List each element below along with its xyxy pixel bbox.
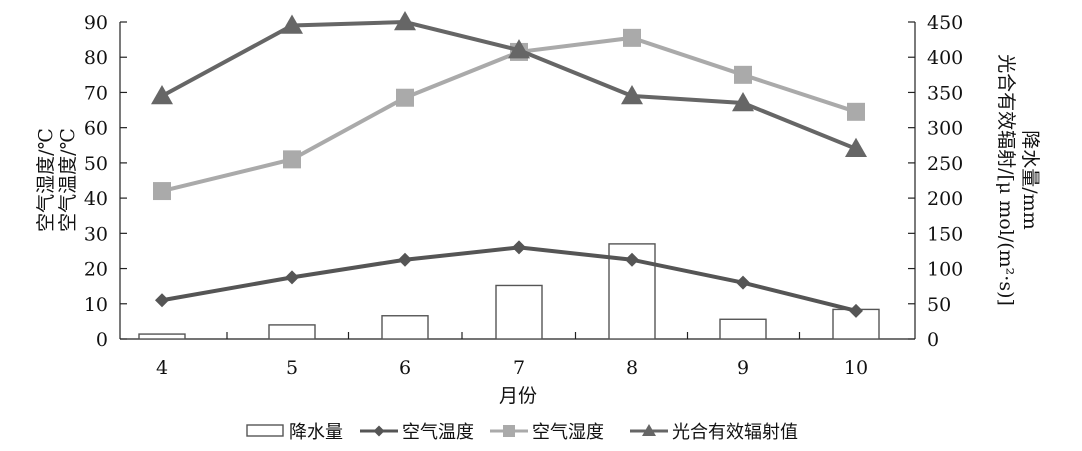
point-光合有效辐射值-6 — [394, 11, 416, 31]
legend-swatch-降水量 — [246, 424, 284, 437]
left-axis-title: 空气湿度/℃ — [35, 128, 57, 232]
point-光合有效辐射值-9 — [732, 92, 754, 112]
bar-降水量-5 — [268, 324, 316, 340]
point-空气湿度-4 — [153, 182, 171, 201]
legend-marker-光合有效辐射值 — [642, 424, 656, 436]
point-光合有效辐射值-7 — [508, 39, 530, 59]
bar-降水量-7 — [495, 284, 543, 340]
point-光合有效辐射值-4 — [151, 84, 173, 105]
point-空气温度-10 — [849, 303, 863, 318]
bar-降水量-6 — [381, 315, 429, 340]
right-tick-label: 250 — [927, 153, 963, 175]
x-tick-label: 7 — [513, 357, 525, 379]
legend-marker-空气湿度 — [503, 425, 515, 437]
x-tick-label: 6 — [399, 357, 411, 379]
left-axis-title: 空气温度/℃ — [57, 128, 79, 232]
x-tick-label: 5 — [286, 357, 298, 379]
right-tick-label: 350 — [927, 82, 963, 104]
left-tick-label: 0 — [96, 329, 108, 351]
left-tick-label: 20 — [84, 259, 108, 281]
point-空气湿度-9 — [734, 65, 752, 84]
point-空气温度-4 — [155, 293, 169, 308]
point-空气湿度-5 — [283, 150, 301, 169]
legend-label-空气温度: 空气温度 — [402, 422, 474, 443]
legend-label-空气湿度: 空气湿度 — [532, 422, 604, 443]
right-tick-label: 0 — [927, 329, 939, 351]
left-tick-label: 60 — [84, 118, 108, 140]
point-空气湿度-6 — [396, 88, 414, 107]
x-tick-label: 10 — [844, 357, 868, 379]
right-tick-label: 100 — [927, 259, 963, 281]
left-tick-label: 80 — [84, 47, 108, 69]
point-空气湿度-8 — [623, 28, 641, 47]
point-空气温度-9 — [736, 275, 750, 290]
line-光合有效辐射值 — [161, 19, 857, 151]
point-空气湿度-10 — [847, 102, 865, 121]
right-tick-label: 200 — [927, 188, 963, 210]
point-空气温度-7 — [512, 240, 526, 255]
x-tick-label: 4 — [156, 357, 168, 379]
right-tick-label: 400 — [927, 47, 963, 69]
right-tick-label: 150 — [927, 223, 963, 245]
bar-降水量-4 — [138, 333, 186, 340]
left-tick-label: 90 — [84, 12, 108, 34]
right-tick-label: 450 — [927, 12, 963, 34]
bar-降水量-9 — [719, 318, 767, 340]
right-axis-title: 降水量/mm — [1019, 130, 1041, 229]
left-tick-label: 40 — [84, 188, 108, 210]
right-axis-title: 光合有效辐射/[μ mol/(m²·s)] — [995, 54, 1017, 306]
left-tick-label: 30 — [84, 223, 108, 245]
point-光合有效辐射值-10 — [845, 137, 867, 158]
x-tick-label: 9 — [737, 357, 749, 379]
left-tick-label: 50 — [84, 153, 108, 175]
point-光合有效辐射值-8 — [621, 84, 643, 105]
right-tick-label: 300 — [927, 118, 963, 140]
x-tick-label: 8 — [626, 357, 638, 379]
point-空气温度-5 — [285, 270, 299, 285]
legend-marker-空气温度 — [373, 425, 385, 437]
point-空气温度-6 — [398, 252, 412, 267]
x-axis-title: 月份 — [499, 385, 537, 407]
point-空气温度-8 — [625, 252, 639, 267]
point-光合有效辐射值-5 — [281, 14, 303, 34]
line-空气湿度 — [161, 35, 857, 194]
legend-label-降水量: 降水量 — [289, 422, 343, 443]
left-tick-label: 10 — [84, 294, 108, 316]
right-tick-label: 50 — [927, 294, 951, 316]
left-tick-label: 70 — [84, 82, 108, 104]
legend-label-光合有效辐射值: 光合有效辐射值 — [672, 422, 798, 443]
